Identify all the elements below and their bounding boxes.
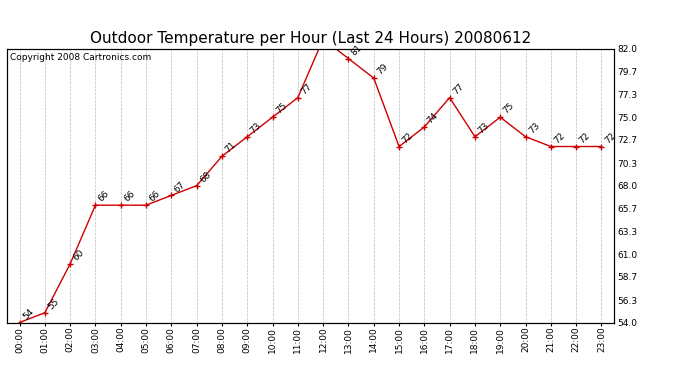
Text: 74: 74	[426, 111, 440, 126]
Text: 71: 71	[224, 140, 238, 155]
Title: Outdoor Temperature per Hour (Last 24 Hours) 20080612: Outdoor Temperature per Hour (Last 24 Ho…	[90, 31, 531, 46]
Text: 68: 68	[198, 170, 213, 184]
Text: 81: 81	[350, 43, 364, 57]
Text: Copyright 2008 Cartronics.com: Copyright 2008 Cartronics.com	[10, 53, 151, 62]
Text: 83: 83	[0, 374, 1, 375]
Text: 73: 73	[476, 121, 491, 135]
Text: 66: 66	[148, 189, 162, 204]
Text: 75: 75	[502, 101, 516, 116]
Text: 77: 77	[299, 82, 314, 96]
Text: 60: 60	[72, 248, 86, 262]
Text: 73: 73	[527, 121, 542, 135]
Text: 55: 55	[46, 297, 61, 311]
Text: 66: 66	[122, 189, 137, 204]
Text: 54: 54	[21, 307, 35, 321]
Text: 72: 72	[552, 131, 566, 145]
Text: 75: 75	[274, 101, 288, 116]
Text: 73: 73	[248, 121, 263, 135]
Text: 72: 72	[400, 131, 415, 145]
Text: 72: 72	[603, 131, 618, 145]
Text: 77: 77	[451, 82, 466, 96]
Text: 66: 66	[97, 189, 111, 204]
Text: 72: 72	[578, 131, 592, 145]
Text: 79: 79	[375, 62, 390, 77]
Text: 67: 67	[172, 180, 187, 194]
